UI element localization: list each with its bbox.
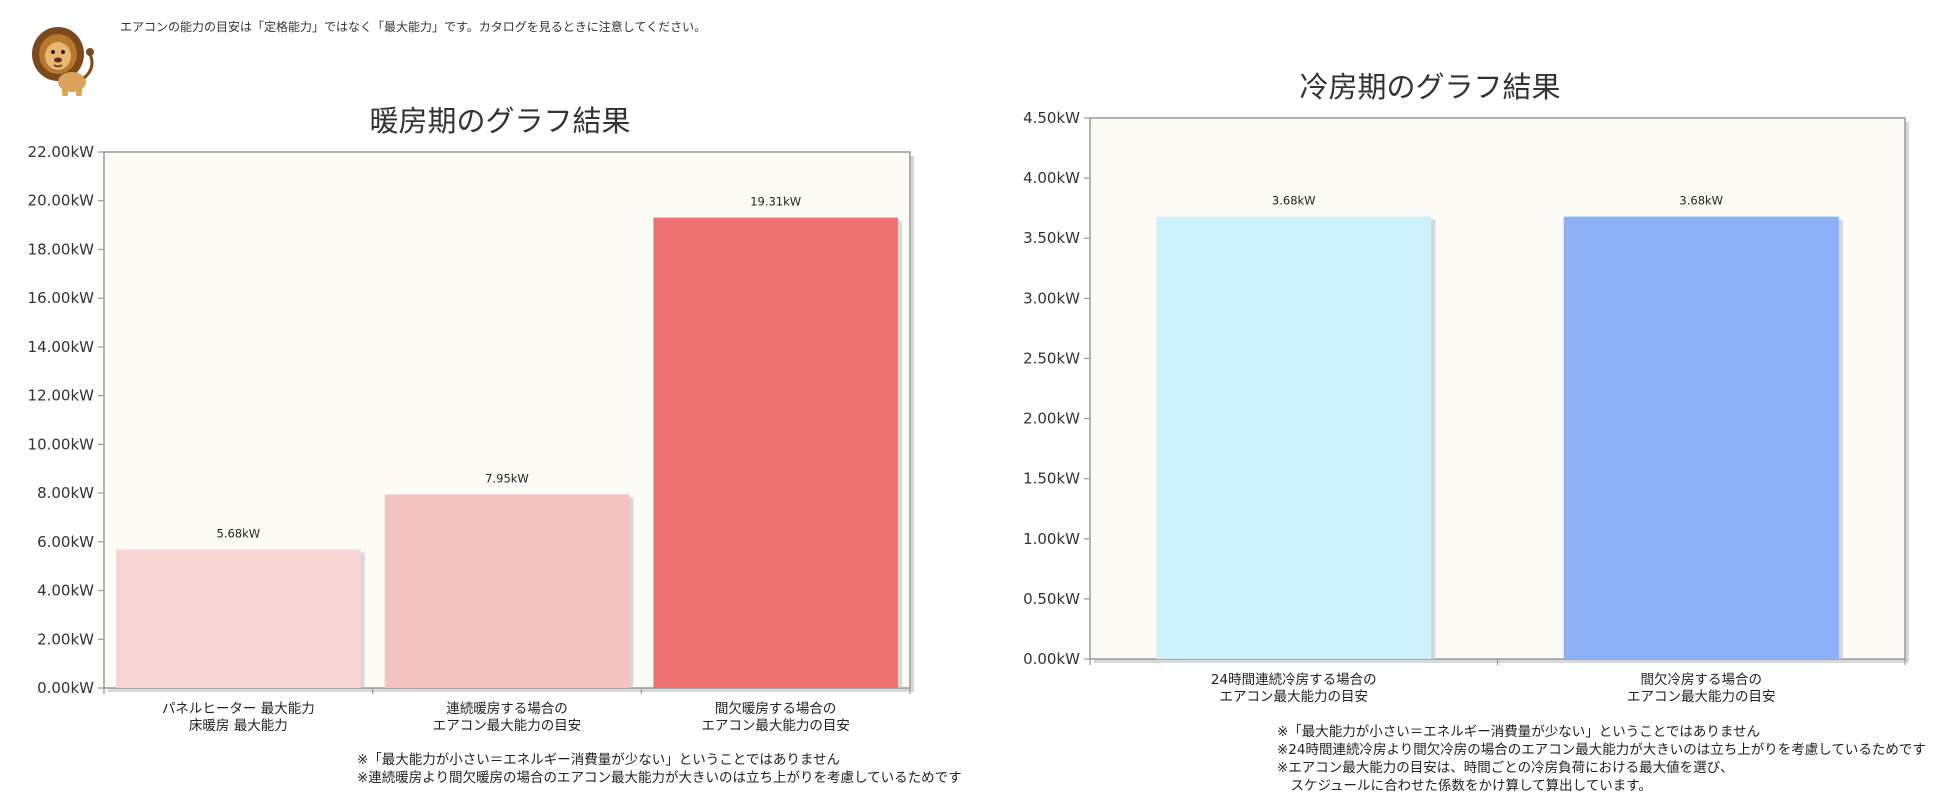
cooling-notes: ※「最大能力が小さい＝エネルギー消費量が少ない」ということではありません ※24時… (1277, 723, 1926, 795)
heating-category-label: パネルヒーター 最大能力 (162, 701, 315, 717)
heating-bar (653, 217, 898, 688)
heating-y-tick-label: 4.00kW (37, 582, 94, 600)
heating-value-label: 5.68kW (217, 527, 261, 541)
cooling-category-label: 24時間連続冷房する場合の (1211, 672, 1377, 688)
heating-y-tick-label: 16.00kW (28, 289, 95, 307)
heating-y-tick-label: 6.00kW (37, 533, 94, 551)
cooling-category-label: 間欠冷房する場合の (1641, 672, 1763, 688)
heating-y-tick-label: 0.00kW (37, 679, 94, 697)
cooling-bar (1156, 216, 1432, 660)
cooling-note-line: ※「最大能力が小さい＝エネルギー消費量が少ない」ということではありません (1277, 724, 1761, 740)
heating-y-tick-label: 20.00kW (28, 192, 95, 210)
cooling-y-tick-label: 1.00kW (1023, 530, 1080, 548)
cooling-value-label: 3.68kW (1272, 194, 1316, 208)
cooling-y-tick-label: 3.50kW (1023, 229, 1080, 247)
heating-category-label: エアコン最大能力の目安 (433, 718, 582, 734)
heating-bar (116, 549, 361, 688)
cooling-note-line: ※エアコン最大能力の目安は、時間ごとの冷房負荷における最大値を選び、 (1277, 760, 1734, 776)
cooling-chart-svg: 0.00kW 0.50kW 1.00kW 1.50kW 2.00kW 2.50kW 3.00… (1023, 109, 1909, 705)
heating-y-tick-label: 22.00kW (28, 143, 95, 161)
heating-y-tick-label: 18.00kW (28, 240, 95, 258)
heating-category-label: エアコン最大能力の目安 (701, 718, 850, 734)
heating-category-label: 間欠暖房する場合の (715, 701, 837, 717)
heating-y-tick-label: 14.00kW (28, 338, 95, 356)
heating-value-label: 19.31kW (750, 195, 801, 209)
cooling-note-line: スケジュールに合わせた係数をかけ算して算出しています。 (1277, 778, 1652, 794)
heating-category-label: 床暖房 最大能力 (189, 718, 288, 734)
heating-notes: ※「最大能力が小さい＝エネルギー消費量が少ない」ということではありません ※連続暖… (357, 751, 962, 787)
heating-note-line: ※「最大能力が小さい＝エネルギー消費量が少ない」ということではありません (357, 752, 841, 768)
heating-y-tick-label: 2.00kW (37, 630, 94, 648)
cooling-bar (1563, 216, 1839, 660)
cooling-chart: 冷房期のグラフ結果 0.00kW 0.50kW 1.00kW 1.50kW 2.00kW… (960, 0, 1960, 812)
heating-chart: 暖房期のグラフ結果 0.00kW 2.00kW 4.00kW 6.00kW 8.00kW… (0, 0, 962, 812)
heating-bar (384, 494, 630, 688)
cooling-category-label: エアコン最大能力の目安 (1627, 689, 1776, 705)
cooling-y-tick-label: 0.50kW (1023, 590, 1080, 608)
cooling-y-tick-label: 1.50kW (1023, 470, 1080, 488)
heating-y-tick-label: 10.00kW (28, 435, 95, 453)
cooling-y-tick-label: 4.00kW (1023, 169, 1080, 187)
cooling-chart-title: 冷房期のグラフ結果 (1299, 70, 1561, 104)
heating-note-line: ※連続暖房より間欠暖房の場合のエアコン最大能力が大きいのは立ち上がりを考慮してい… (357, 770, 962, 786)
heating-y-tick-label: 12.00kW (28, 387, 95, 405)
lion-icon (32, 27, 94, 96)
heating-chart-svg: 0.00kW 2.00kW 4.00kW 6.00kW 8.00kW 10.00kW 12.… (28, 143, 914, 734)
notice-text: エアコンの能力の目安は「定格能力」ではなく「最大能力」です。カタログを見るときに… (120, 20, 707, 34)
cooling-note-line: ※24時間連続冷房より間欠冷房の場合のエアコン最大能力が大きいのは立ち上がりを考… (1277, 742, 1926, 758)
heating-category-label: 連続暖房する場合の (446, 701, 568, 717)
heating-chart-title: 暖房期のグラフ結果 (369, 104, 631, 138)
cooling-y-tick-label: 2.50kW (1023, 349, 1080, 367)
cooling-y-tick-label: 2.00kW (1023, 410, 1080, 428)
heating-value-label: 7.95kW (485, 471, 529, 485)
cooling-value-label: 3.68kW (1679, 194, 1723, 208)
cooling-category-label: エアコン最大能力の目安 (1220, 689, 1369, 705)
cooling-y-tick-label: 4.50kW (1023, 109, 1080, 127)
heating-y-tick-label: 8.00kW (37, 484, 94, 502)
cooling-y-tick-label: 3.00kW (1023, 289, 1080, 307)
cooling-y-tick-label: 0.00kW (1023, 650, 1080, 668)
